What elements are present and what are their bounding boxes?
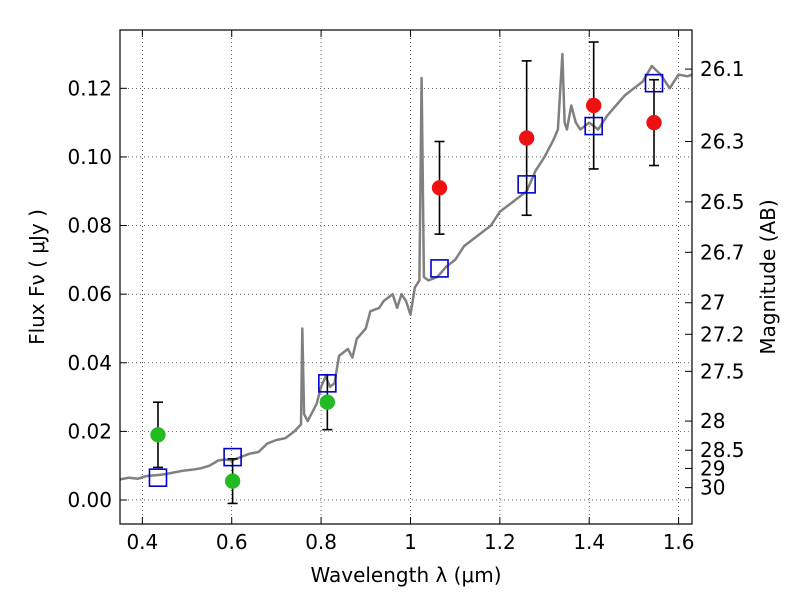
magnitude-tick-label: 30 (700, 476, 725, 500)
model-box-marker (517, 175, 536, 194)
magnitude-tick-label: 26.5 (700, 190, 745, 214)
magnitude-tick-label: 26.7 (700, 240, 745, 264)
observed-point (224, 473, 241, 489)
x-tick-label: 0.6 (216, 530, 248, 554)
magnitude-tick-label: 29 (700, 456, 725, 480)
ticks-layer: 0.4 0.6 0.8 1 1.2 1.4 1.6 0.00 0.02 0.04 0.06 0.08 0… (67, 30, 745, 554)
y-axis-label-left: Flux Fν ( μJy ) (25, 209, 49, 345)
x-tick-label: 0.4 (126, 530, 158, 554)
y-tick-label: 0.12 (67, 76, 112, 100)
x-axis-label: Wavelength λ (μm) (310, 563, 501, 587)
model-box-marker (223, 447, 242, 467)
x-tick-label: 1.4 (573, 530, 605, 554)
model-box-marker (318, 374, 337, 393)
y-tick-label: 0.06 (67, 282, 112, 306)
magnitude-tick-label: 27.5 (700, 359, 745, 383)
observed-point (518, 130, 535, 146)
model-box-marker (644, 73, 664, 93)
magnitude-tick-label: 28 (700, 409, 725, 433)
observed-point (150, 427, 166, 443)
x-tick-label: 0.8 (305, 530, 337, 554)
plot-frame (119, 29, 693, 525)
observed-point (585, 97, 602, 114)
series-layer (119, 41, 693, 505)
observed-point (646, 114, 662, 131)
magnitude-tick-label: 26.3 (700, 129, 745, 153)
magnitude-tick-label: 27.2 (700, 322, 745, 346)
x-tick-label: 1.6 (663, 530, 695, 554)
model-box-marker (584, 116, 603, 136)
y-axis-label-right: Magnitude (AB) (756, 199, 780, 354)
x-tick-label: 1 (404, 530, 417, 554)
model-box-marker (148, 468, 168, 487)
y-tick-label: 0.08 (67, 214, 112, 238)
y-tick-label: 0.10 (67, 145, 112, 169)
spectrum-line (119, 52, 693, 481)
y-tick-label: 0.04 (67, 351, 112, 375)
magnitude-tick-label: 27 (700, 291, 725, 315)
observed-point (319, 394, 336, 410)
model-box-marker (430, 259, 449, 278)
magnitude-tick-label: 28.5 (700, 438, 745, 462)
observed-point (431, 180, 448, 196)
x-tick-label: 1.2 (484, 530, 516, 554)
magnitude-tick-label: 26.1 (700, 57, 745, 81)
y-tick-label: 0.02 (67, 419, 112, 443)
grid (120, 30, 692, 524)
y-tick-label: 0.00 (67, 488, 112, 512)
